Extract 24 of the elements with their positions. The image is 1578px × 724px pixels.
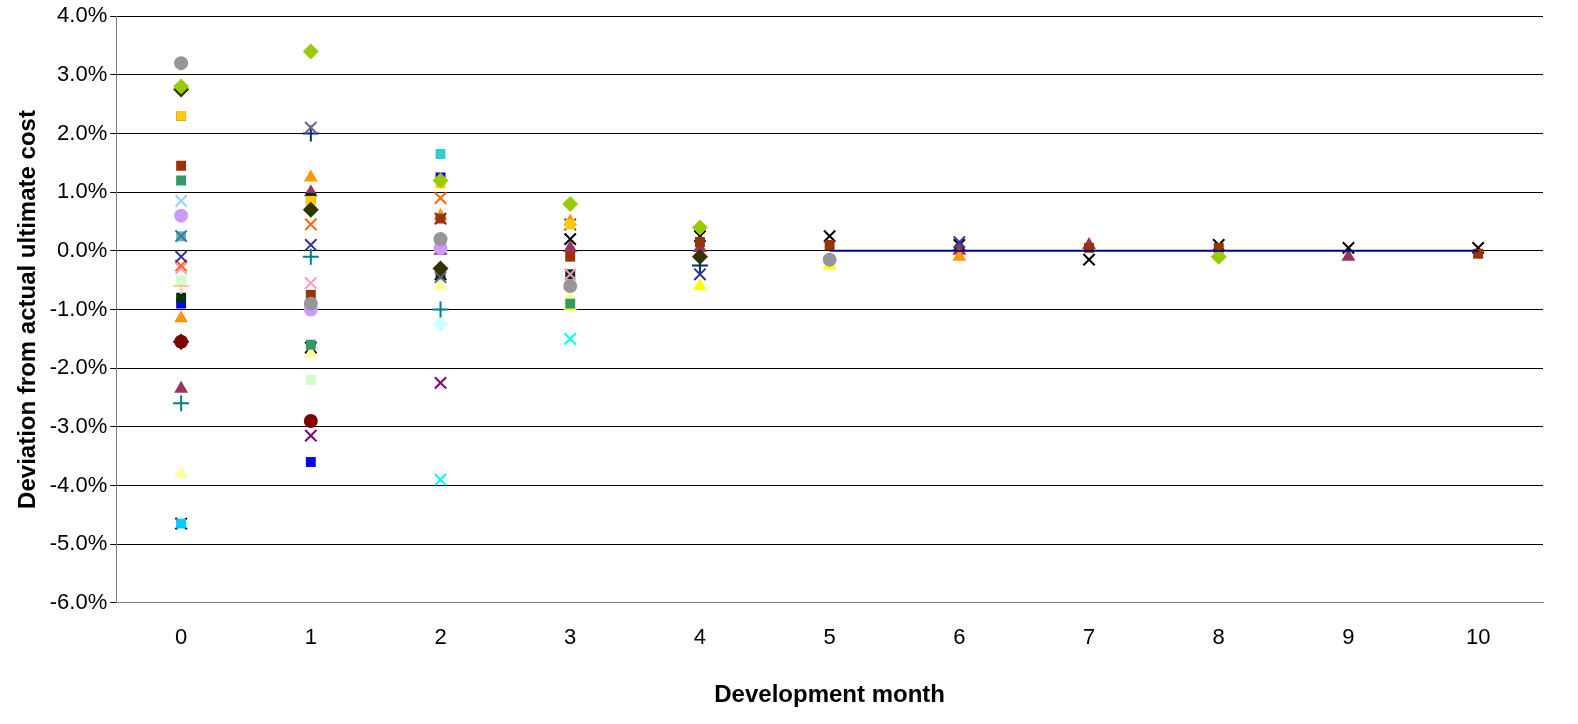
y-tick-label: 4.0% <box>57 2 108 28</box>
x-tick-label: 9 <box>1342 624 1355 650</box>
x-tick-label: 3 <box>564 624 577 650</box>
y-tick-label: 3.0% <box>57 60 108 86</box>
x-tick-label: 0 <box>175 624 188 650</box>
x-tick-label: 5 <box>823 624 836 650</box>
x-tick-label: 10 <box>1465 624 1491 650</box>
x-axis-title: Development month <box>714 680 945 708</box>
x-tick-label: 2 <box>434 624 447 650</box>
y-tick-label: -2.0% <box>49 354 108 380</box>
y-tick-label: 1.0% <box>57 178 108 204</box>
y-tick-label: -5.0% <box>49 530 108 556</box>
x-tick-label: 7 <box>1082 624 1096 650</box>
x-tick-label: 6 <box>953 624 966 650</box>
y-tick-label: -6.0% <box>49 588 108 614</box>
y-tick-label: -1.0% <box>49 295 108 321</box>
y-axis-title: Deviation from actual ultimate cost <box>13 110 41 509</box>
y-tick-label: -3.0% <box>49 412 108 438</box>
y-tick-label: -4.0% <box>49 471 108 497</box>
x-tick-label: 8 <box>1212 624 1225 650</box>
x-tick-label: 1 <box>304 624 317 650</box>
y-tick-label: 2.0% <box>57 119 108 145</box>
y-tick-label: 0.0% <box>57 236 108 262</box>
x-tick-label: 4 <box>693 624 707 650</box>
